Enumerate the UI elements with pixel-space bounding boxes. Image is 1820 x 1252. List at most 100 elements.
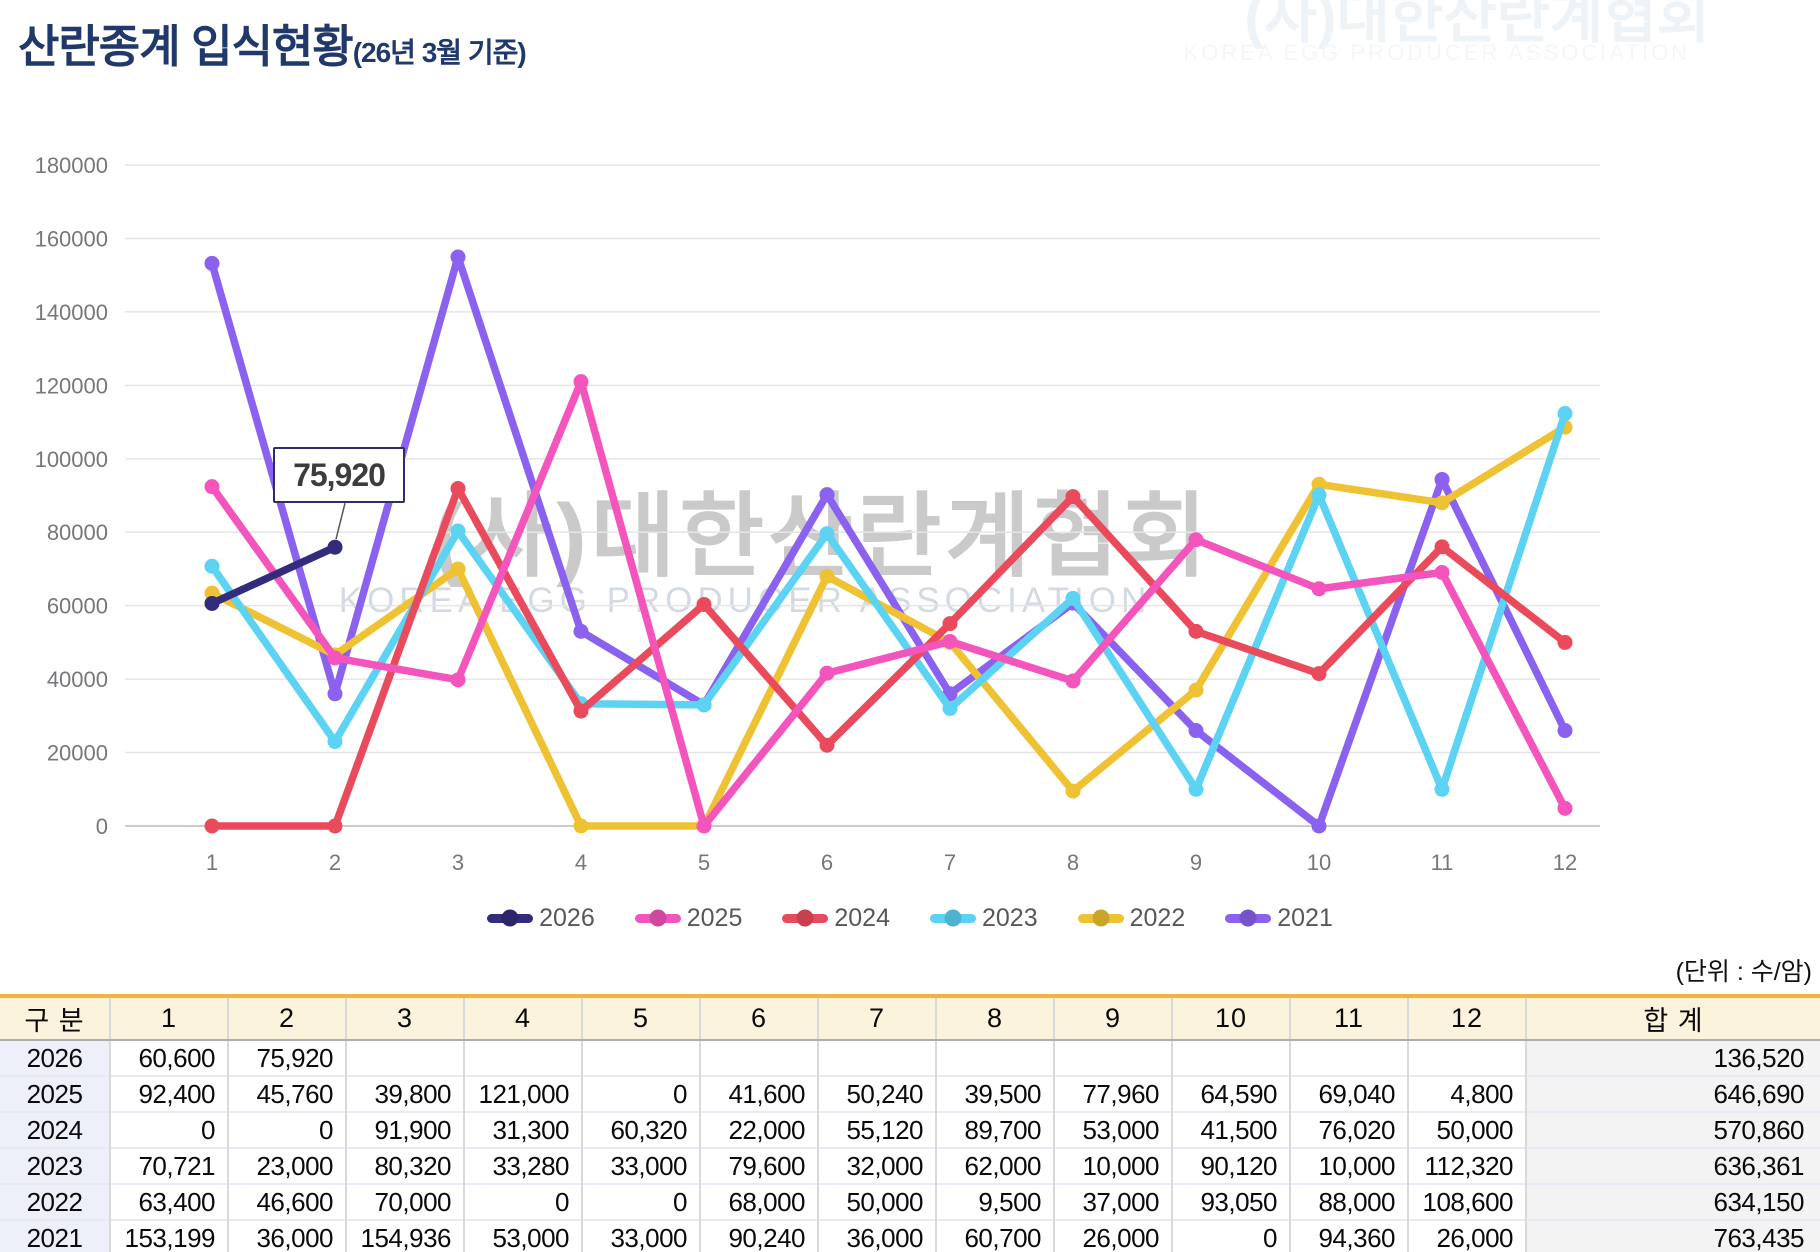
data-point-2025[interactable]	[1434, 564, 1450, 580]
value-cell: 10,000	[1290, 1147, 1409, 1184]
value-cell: 70,000	[346, 1183, 465, 1220]
value-cell: 50,000	[818, 1183, 937, 1220]
data-point-2023[interactable]	[1557, 406, 1573, 422]
data-point-2022[interactable]	[819, 568, 835, 584]
data-point-2025[interactable]	[942, 634, 958, 650]
data-point-2022[interactable]	[204, 585, 220, 601]
table-header-cell: 구 분	[0, 996, 111, 1041]
table-row: 2026 60,600 75,920 136,520	[0, 1040, 1820, 1076]
year-cell: 2026	[0, 1040, 111, 1076]
data-point-2021[interactable]	[573, 623, 589, 639]
data-point-2023[interactable]	[819, 526, 835, 542]
data-point-2021[interactable]	[1188, 723, 1204, 739]
legend-dot-icon	[649, 909, 667, 927]
value-cell: 70,721	[110, 1147, 229, 1184]
value-cell: 154,936	[346, 1219, 465, 1252]
data-point-2023[interactable]	[450, 523, 466, 539]
data-point-2024[interactable]	[1188, 623, 1204, 639]
data-point-2025[interactable]	[327, 650, 343, 666]
data-point-2023[interactable]	[1434, 781, 1450, 797]
y-axis-label: 40000	[47, 667, 108, 692]
legend-item-2021[interactable]: 2021	[1225, 904, 1333, 933]
legend-item-2026[interactable]: 2026	[487, 904, 595, 933]
data-point-2021[interactable]	[1557, 723, 1573, 739]
data-point-2025[interactable]	[204, 479, 220, 495]
data-point-2023[interactable]	[1311, 487, 1327, 503]
data-point-2024[interactable]	[450, 481, 466, 497]
data-point-2025[interactable]	[819, 665, 835, 681]
value-cell: 69,040	[1290, 1075, 1409, 1112]
data-point-2025[interactable]	[1065, 673, 1081, 689]
legend-item-2022[interactable]: 2022	[1077, 904, 1185, 933]
data-point-2024[interactable]	[1434, 539, 1450, 555]
value-cell: 63,400	[110, 1183, 229, 1220]
data-point-2026[interactable]	[327, 539, 343, 555]
data-point-2023[interactable]	[942, 700, 958, 716]
data-point-2025[interactable]	[1188, 532, 1204, 548]
table-header-cell: 6	[700, 996, 819, 1041]
data-point-2021[interactable]	[819, 487, 835, 503]
data-point-2024[interactable]	[573, 703, 589, 719]
data-point-2024[interactable]	[327, 818, 343, 834]
legend-marker-icon	[487, 909, 534, 927]
total-cell: 570,860	[1526, 1111, 1820, 1148]
data-point-2024[interactable]	[204, 818, 220, 834]
table-row: 2023 70,721 23,000 80,320 33,280 33,000 79,600…	[0, 1147, 1820, 1184]
unit-note: (단위 : 수/암)	[1675, 958, 1812, 986]
data-point-2023[interactable]	[204, 558, 220, 574]
value-cell: 88,000	[1290, 1183, 1409, 1220]
value-cell: 37,000	[1054, 1183, 1173, 1220]
data-point-2023[interactable]	[696, 697, 712, 713]
legend-item-2024[interactable]: 2024	[782, 904, 890, 933]
data-point-2024[interactable]	[1065, 489, 1081, 505]
data-point-2023[interactable]	[327, 734, 343, 750]
data-point-2024[interactable]	[1557, 634, 1573, 650]
data-point-2023[interactable]	[1065, 590, 1081, 606]
line-chart: (사)대한산란계협회 KOREA EGG PRODUCER ASSOCIATION…	[0, 100, 1820, 890]
legend-label: 2025	[686, 903, 743, 932]
data-point-2022[interactable]	[1434, 495, 1450, 511]
table-header-cell: 4	[464, 996, 583, 1041]
value-cell: 53,000	[1054, 1111, 1173, 1148]
total-cell: 636,361	[1526, 1147, 1820, 1184]
data-point-2024[interactable]	[942, 616, 958, 632]
x-axis-label: 3	[452, 850, 464, 875]
data-point-2022[interactable]	[1188, 682, 1204, 698]
data-point-2024[interactable]	[819, 737, 835, 753]
year-cell: 2022	[0, 1183, 111, 1220]
data-point-2025[interactable]	[573, 374, 589, 390]
data-point-2022[interactable]	[1311, 476, 1327, 492]
watermark-english: KOREA EGG PRODUCER ASSOCIATION	[339, 581, 1152, 620]
data-point-2025[interactable]	[1311, 581, 1327, 597]
data-point-2021[interactable]	[450, 249, 466, 265]
year-cell: 2025	[0, 1075, 111, 1112]
data-point-2022[interactable]	[573, 818, 589, 834]
value-cell: 90,240	[700, 1219, 819, 1252]
value-cell: 60,600	[110, 1040, 229, 1076]
legend-dot-icon	[796, 909, 814, 927]
data-point-2021[interactable]	[327, 686, 343, 702]
table-header-cell: 12	[1408, 996, 1527, 1041]
value-cell	[700, 1040, 819, 1076]
title-bar: (사)대한산란계협회 KOREA EGG PRODUCER ASSOCIATIO…	[0, 0, 1820, 100]
data-point-2025[interactable]	[450, 672, 466, 688]
data-point-2022[interactable]	[450, 561, 466, 577]
data-point-2024[interactable]	[696, 596, 712, 612]
value-cell: 33,000	[582, 1219, 701, 1252]
legend-item-2025[interactable]: 2025	[634, 903, 743, 933]
data-point-2026[interactable]	[204, 595, 220, 611]
table-header-cell: 합 계	[1526, 996, 1820, 1041]
legend-item-2023[interactable]: 2023	[930, 904, 1038, 933]
data-point-2025[interactable]	[696, 818, 712, 834]
data-point-2022[interactable]	[1065, 783, 1081, 799]
table-header-cell: 3	[346, 996, 465, 1041]
data-point-2024[interactable]	[1311, 666, 1327, 682]
data-point-2025[interactable]	[1557, 800, 1573, 816]
table-header-cell: 10	[1172, 996, 1291, 1041]
data-point-2021[interactable]	[1434, 471, 1450, 487]
value-cell: 92,400	[110, 1075, 229, 1112]
data-point-2021[interactable]	[204, 255, 220, 271]
data-point-2021[interactable]	[1311, 818, 1327, 834]
value-cell: 60,320	[582, 1111, 701, 1148]
data-point-2023[interactable]	[1188, 781, 1204, 797]
